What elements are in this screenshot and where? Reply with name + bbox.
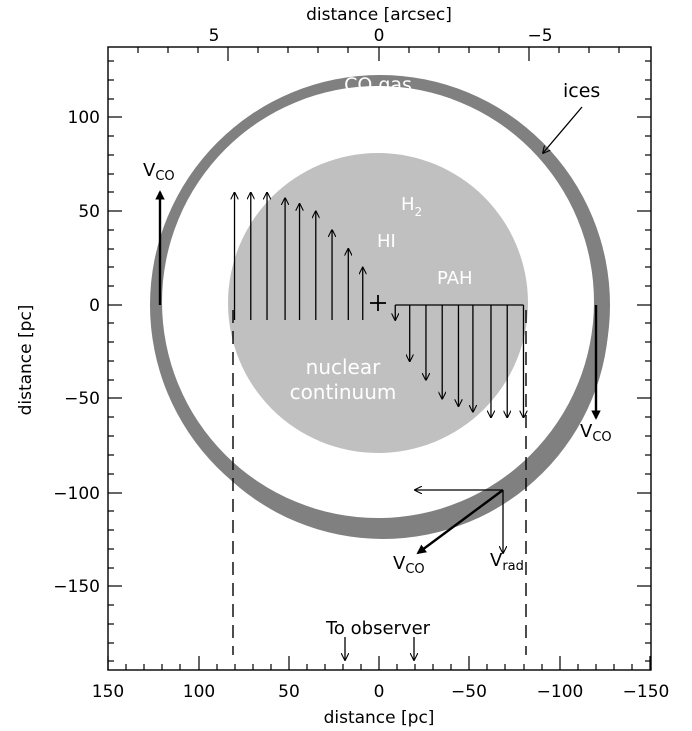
vrad-label: Vrad bbox=[490, 550, 524, 574]
ices-label: ices bbox=[563, 80, 600, 102]
pah-label: PAH bbox=[437, 268, 473, 289]
left-axis-title: distance [pc] bbox=[16, 305, 36, 416]
top-axis-title: distance [arcsec] bbox=[306, 5, 452, 25]
left-tick-label: −100 bbox=[53, 484, 100, 504]
top-tick-label: −5 bbox=[527, 26, 552, 46]
bottom-tick-label: 50 bbox=[278, 682, 300, 702]
left-tick-labels: 100 50 0 −50 −100 −150 bbox=[53, 108, 100, 597]
vco-arrow-bottom bbox=[416, 489, 504, 555]
left-tick-label: 0 bbox=[89, 296, 100, 316]
bottom-tick-label: 150 bbox=[92, 682, 124, 702]
top-tick-label: 5 bbox=[209, 26, 220, 46]
bottom-tick-label: 0 bbox=[374, 682, 385, 702]
observer-label: To observer bbox=[325, 618, 431, 639]
co-gas-label: CO gas bbox=[344, 74, 412, 96]
ices-pointer-arrow bbox=[543, 106, 583, 153]
center-cross-icon bbox=[370, 295, 386, 311]
axis-ticks bbox=[107, 47, 651, 670]
left-tick-label: 50 bbox=[78, 202, 100, 222]
left-tick-label: −150 bbox=[53, 577, 100, 597]
top-tick-label: 0 bbox=[374, 26, 385, 46]
bottom-tick-label: −150 bbox=[623, 682, 670, 702]
vco-label-right: VCO bbox=[580, 421, 612, 445]
left-tick-label: 100 bbox=[68, 108, 100, 128]
bottom-tick-labels: 150 100 50 0 −50 −100 −150 bbox=[92, 682, 670, 702]
bottom-axis-title: distance [pc] bbox=[324, 708, 435, 728]
continuum-label: continuum bbox=[290, 380, 397, 404]
vco-label-left: VCO bbox=[143, 160, 175, 184]
h2-label: H2 bbox=[401, 194, 422, 219]
left-tick-label: −50 bbox=[64, 389, 100, 409]
top-tick-labels: 5 0 −5 bbox=[209, 26, 553, 46]
vco-label-bottom: VCO bbox=[393, 553, 425, 577]
bottom-tick-label: 100 bbox=[183, 682, 215, 702]
rotation-curve-arrows bbox=[235, 193, 524, 418]
hi-label: HI bbox=[377, 231, 396, 252]
bottom-tick-label: −50 bbox=[451, 682, 487, 702]
bottom-tick-label: −100 bbox=[537, 682, 584, 702]
nuclear-label: nuclear bbox=[306, 355, 381, 379]
